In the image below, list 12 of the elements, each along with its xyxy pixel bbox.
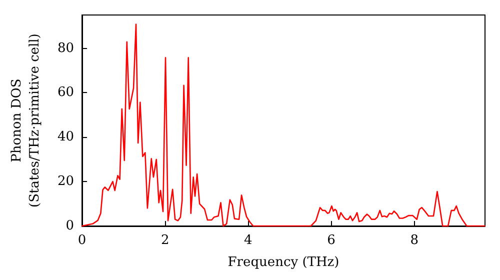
y-tick-label: 60 — [57, 85, 74, 100]
y-tick-label: 40 — [57, 130, 74, 145]
y-axis-title: Phonon DOS (States/THz·primitive cell) — [10, 33, 42, 208]
y-tick-label: 20 — [57, 174, 74, 190]
x-tick-label: 8 — [410, 233, 419, 248]
x-tick-label: 0 — [78, 233, 86, 248]
x-axis-title: Frequency (THz) — [228, 255, 340, 270]
y-tick-label: 80 — [57, 40, 74, 56]
x-tick-label: 2 — [160, 233, 170, 248]
y-tick-label: 0 — [66, 218, 74, 234]
x-tick-label: 4 — [244, 233, 252, 248]
x-tick-label: 6 — [327, 233, 336, 248]
